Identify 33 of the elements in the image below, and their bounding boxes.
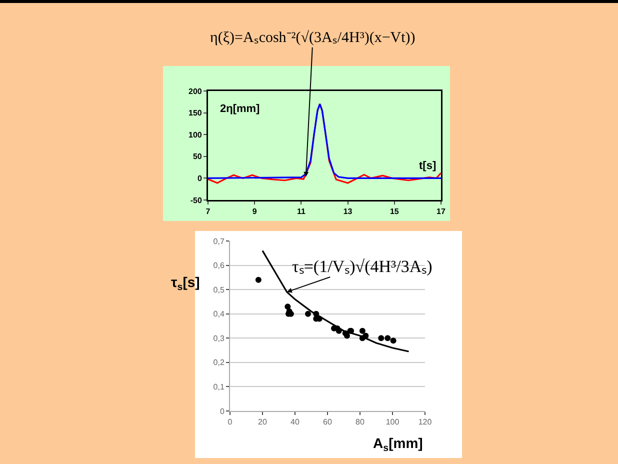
x-tick-label: 15 — [390, 207, 400, 216]
x-tick-label: 40 — [290, 418, 300, 427]
x-tick-label: 13 — [343, 207, 353, 216]
x-tick-label: 20 — [258, 418, 268, 427]
x-tick-label: 60 — [323, 418, 332, 427]
y-tick-label: 0,2 — [213, 358, 225, 368]
x-tick-label: 7 — [206, 207, 211, 216]
x-tick-label: 11 — [296, 207, 306, 216]
y-tick-label: 0,7 — [213, 236, 225, 246]
x-tick-label: 120 — [418, 418, 432, 427]
y-tick-label: 150 — [188, 108, 202, 118]
y-axis-title: τ$_{s}$[s] — [171, 274, 200, 293]
y-axis-title: 2η[mm] — [220, 103, 260, 115]
y-tick-label: -50 — [190, 196, 202, 205]
y-tick-label: 50 — [192, 152, 202, 162]
annotation: τₛ=(1/Vₛ)√(4H³/3Aₛ) — [292, 257, 432, 276]
y-tick-label: 100 — [188, 130, 202, 140]
x-tick-label: 100 — [386, 418, 400, 427]
y-tick-label: 0,3 — [213, 334, 225, 343]
y-tick-label: 0,6 — [213, 261, 225, 270]
x-tick-label: 0 — [228, 418, 233, 427]
annotation: η(ξ)=Aₛcosh⁻²(√(3Aₛ/4H³)(x−Vt)) — [210, 30, 416, 46]
x-axis-title: A$_{s}$[mm] — [373, 435, 423, 454]
y-tick-label: 200 — [188, 86, 202, 96]
y-tick-label: 0,5 — [213, 285, 225, 294]
y-tick-label: 0 — [197, 174, 202, 183]
x-tick-label: 9 — [252, 207, 258, 216]
y-tick-label: 0 — [220, 406, 225, 416]
y-tick-label: 0,4 — [213, 310, 225, 319]
x-axis-title: t[s] — [419, 160, 436, 172]
x-tick-label: 80 — [356, 418, 365, 427]
y-tick-label: 0,1 — [213, 382, 225, 392]
x-tick-label: 17 — [436, 207, 446, 216]
